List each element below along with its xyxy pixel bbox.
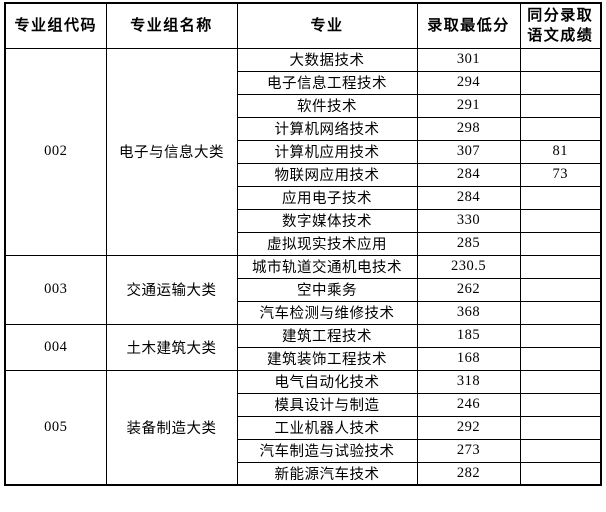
- min-score-cell: 298: [416, 116, 521, 141]
- group-code-cell: 004: [4, 323, 107, 371]
- major-cell: 大数据技术: [236, 47, 418, 72]
- major-cell: 应用电子技术: [236, 185, 418, 210]
- same-score-chinese-cell: [519, 323, 602, 348]
- min-score-cell: 273: [416, 438, 521, 463]
- admission-score-table: 专业组代码 专业组名称 专业 录取最低分 同分录取 语文成绩 002 电子与信息大…: [4, 2, 602, 486]
- group-name-cell: 交通运输大类: [105, 254, 238, 325]
- major-cell: 计算机网络技术: [236, 116, 418, 141]
- group-code-cell: 005: [4, 369, 107, 486]
- table-row: 汽车制造与试验技术 273: [5, 438, 602, 463]
- same-score-chinese-cell: [519, 415, 602, 440]
- major-cell: 工业机器人技术: [236, 415, 418, 440]
- table-row: 新能源汽车技术 282: [5, 461, 602, 486]
- same-score-chinese-cell: [519, 369, 602, 394]
- header-row: 专业组代码 专业组名称 专业 录取最低分 同分录取 语文成绩: [4, 2, 602, 49]
- group-name-cell: 土木建筑大类: [105, 323, 238, 371]
- same-score-chinese-cell: [519, 438, 602, 463]
- major-cell: 虚拟现实技术应用: [236, 231, 418, 256]
- major-cell: 模具设计与制造: [236, 392, 418, 417]
- same-score-chinese-cell: 73: [519, 162, 602, 187]
- same-score-chinese-cell: [519, 231, 602, 256]
- table-row: 物联网应用技术 284 73: [5, 162, 602, 187]
- min-score-cell: 307: [416, 139, 521, 164]
- table-header: 专业组代码 专业组名称 专业 录取最低分 同分录取 语文成绩: [4, 2, 602, 49]
- min-score-cell: 330: [416, 208, 521, 233]
- min-score-cell: 294: [416, 70, 521, 95]
- same-score-chinese-cell: [519, 300, 602, 325]
- min-score-cell: 291: [416, 93, 521, 118]
- major-cell: 计算机应用技术: [236, 139, 418, 164]
- header-group-code: 专业组代码: [4, 2, 107, 49]
- group-code-cell: 002: [4, 47, 107, 256]
- same-score-chinese-cell: [519, 254, 602, 279]
- min-score-cell: 284: [416, 162, 521, 187]
- major-cell: 软件技术: [236, 93, 418, 118]
- min-score-cell: 292: [416, 415, 521, 440]
- same-score-chinese-cell: [519, 208, 602, 233]
- major-cell: 建筑工程技术: [236, 323, 418, 348]
- major-cell: 数字媒体技术: [236, 208, 418, 233]
- min-score-cell: 185: [416, 323, 521, 348]
- header-group-name: 专业组名称: [105, 2, 238, 49]
- same-score-chinese-cell: [519, 461, 602, 486]
- table-row: 003 交通运输大类 城市轨道交通机电技术 230.5: [4, 254, 602, 325]
- same-score-chinese-cell: 81: [519, 139, 602, 164]
- same-score-chinese-cell: [519, 70, 602, 95]
- header-min-score: 录取最低分: [416, 2, 521, 49]
- min-score-cell: 368: [416, 300, 521, 325]
- same-score-chinese-cell: [519, 93, 602, 118]
- major-cell: 物联网应用技术: [236, 162, 418, 187]
- min-score-cell: 284: [416, 185, 521, 210]
- table-row: 建筑装饰工程技术 168: [5, 346, 602, 371]
- min-score-cell: 318: [416, 369, 521, 394]
- group-name-cell: 电子与信息大类: [105, 47, 238, 256]
- table-row: 汽车检测与维修技术 368: [5, 300, 602, 325]
- table-row: 计算机应用技术 307 81: [5, 139, 602, 164]
- major-cell: 汽车制造与试验技术: [236, 438, 418, 463]
- min-score-cell: 168: [416, 346, 521, 371]
- major-cell: 空中乘务: [236, 277, 418, 302]
- table-row: 002 电子与信息大类 大数据技术 301: [4, 47, 602, 256]
- major-cell: 新能源汽车技术: [236, 461, 418, 486]
- same-score-chinese-cell: [519, 392, 602, 417]
- same-score-chinese-cell: [519, 116, 602, 141]
- table-row: 软件技术 291: [5, 93, 602, 118]
- same-score-chinese-cell: [519, 346, 602, 371]
- min-score-cell: 282: [416, 461, 521, 486]
- major-cell: 汽车检测与维修技术: [236, 300, 418, 325]
- table-row: 电子信息工程技术 294: [5, 70, 602, 95]
- table-body: 002 电子与信息大类 大数据技术 301 电子信息工程技术 294 软件技术 291 计算机网…: [4, 47, 602, 486]
- same-score-chinese-cell: [519, 277, 602, 302]
- table-row: 虚拟现实技术应用 285: [5, 231, 602, 256]
- min-score-cell: 230.5: [416, 254, 521, 279]
- major-cell: 城市轨道交通机电技术: [236, 254, 418, 279]
- admission-score-table-container: 专业组代码 专业组名称 专业 录取最低分 同分录取 语文成绩 002 电子与信息大…: [4, 2, 602, 486]
- table-row: 模具设计与制造 246: [5, 392, 602, 417]
- table-row: 004 土木建筑大类 建筑工程技术 185: [4, 323, 602, 371]
- major-cell: 电子信息工程技术: [236, 70, 418, 95]
- group-name-cell: 装备制造大类: [105, 369, 238, 486]
- group-code-cell: 003: [4, 254, 107, 325]
- min-score-cell: 262: [416, 277, 521, 302]
- table-row: 工业机器人技术 292: [5, 415, 602, 440]
- same-score-chinese-cell: [519, 185, 602, 210]
- major-cell: 电气自动化技术: [236, 369, 418, 394]
- same-score-chinese-cell: [519, 47, 602, 72]
- header-major: 专业: [236, 2, 418, 49]
- table-row: 005 装备制造大类 电气自动化技术 318: [4, 369, 602, 486]
- min-score-cell: 246: [416, 392, 521, 417]
- header-same-score-chinese: 同分录取 语文成绩: [519, 2, 602, 49]
- major-cell: 建筑装饰工程技术: [236, 346, 418, 371]
- min-score-cell: 301: [416, 47, 521, 72]
- min-score-cell: 285: [416, 231, 521, 256]
- table-row: 数字媒体技术 330: [5, 208, 602, 233]
